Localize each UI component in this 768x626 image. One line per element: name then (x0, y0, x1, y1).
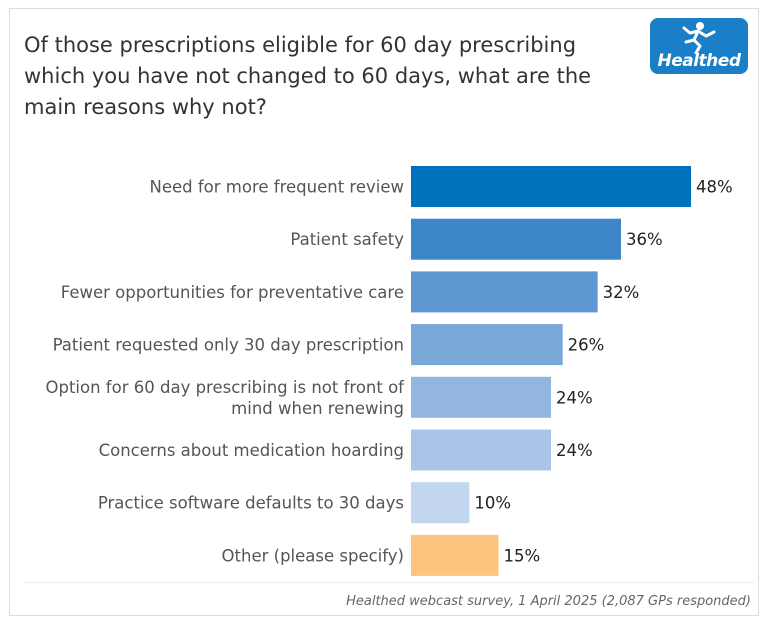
value-label-5: 24% (556, 388, 593, 407)
category-label-2: Patient safety (290, 230, 404, 249)
bar-3 (411, 271, 598, 313)
category-label-line: Patient requested only 30 day prescripti… (53, 336, 404, 355)
category-label-5: Option for 60 day prescribing is not fro… (46, 378, 406, 418)
logo-wordmark: Healthed (657, 51, 741, 71)
bar-6 (411, 429, 551, 471)
chart-title: Of those prescriptions eligible for 60 d… (24, 33, 592, 119)
category-label-1: Need for more frequent review (150, 178, 405, 197)
runner-icon (682, 22, 716, 54)
bar-8 (411, 534, 499, 576)
category-label-line: Patient safety (290, 230, 404, 249)
value-label-3: 32% (603, 283, 640, 302)
category-label-line: mind when renewing (231, 399, 404, 418)
value-label-2: 36% (626, 230, 663, 249)
value-label-1: 48% (696, 178, 733, 197)
value-label-4: 26% (568, 336, 605, 355)
category-label-line: Need for more frequent review (150, 178, 405, 197)
category-label-6: Concerns about medication hoarding (99, 441, 404, 460)
healthed-logo: Healthed (650, 18, 748, 74)
category-label-line: Option for 60 day prescribing is not fro… (46, 378, 406, 397)
value-label-7: 10% (474, 494, 511, 513)
category-label-4: Patient requested only 30 day prescripti… (53, 336, 404, 355)
source-note: Healthed webcast survey, 1 April 2025 (2… (346, 594, 751, 609)
bar-7 (411, 482, 470, 524)
footer-divider (24, 582, 754, 583)
category-label-8: Other (please specify) (222, 546, 404, 565)
category-label-7: Practice software defaults to 30 days (98, 494, 404, 513)
category-label-line: Other (please specify) (222, 546, 404, 565)
chart-frame (9, 8, 759, 616)
category-label-line: Practice software defaults to 30 days (98, 494, 404, 513)
value-label-6: 24% (556, 441, 593, 460)
category-label-line: Fewer opportunities for preventative car… (61, 283, 404, 302)
bar-1 (411, 166, 691, 207)
category-label-3: Fewer opportunities for preventative car… (61, 283, 404, 302)
bar-5 (411, 376, 551, 418)
category-label-line: Concerns about medication hoarding (99, 441, 404, 460)
value-label-8: 15% (504, 546, 541, 565)
bar-2 (411, 218, 621, 260)
bar-4 (411, 324, 563, 366)
